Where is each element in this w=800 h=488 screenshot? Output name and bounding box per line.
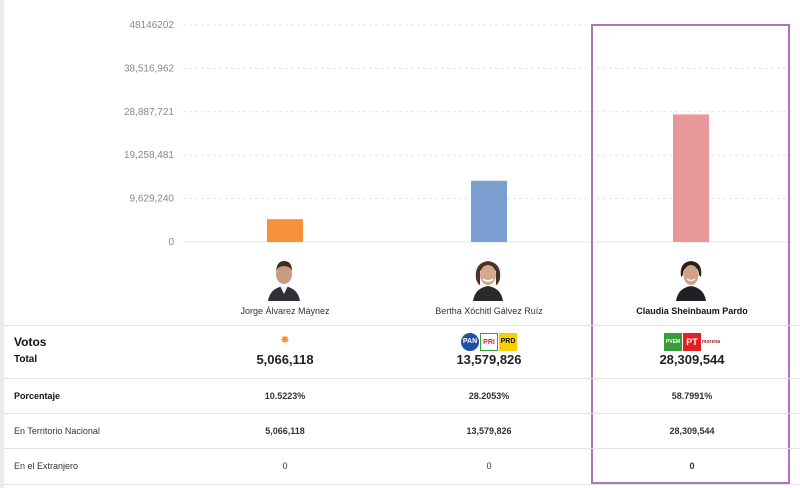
y-tick-label: 38,516,962	[124, 63, 174, 74]
territorio-0: 5,066,118	[265, 426, 305, 436]
territorio-label: En Territorio Nacional	[14, 426, 100, 436]
porcentaje-label: Porcentaje	[14, 391, 61, 401]
row-divider	[4, 484, 800, 485]
bar-1[interactable]	[471, 180, 507, 242]
porcentaje-1: 28.2053%	[468, 391, 510, 401]
party-logo-icon: PT	[683, 333, 701, 351]
total-votes-0: 5,066,118	[256, 352, 314, 367]
bar-0[interactable]	[267, 219, 303, 242]
porcentaje-2: 58.7991%	[671, 391, 713, 401]
territorio-1: 13,579,826	[466, 426, 512, 436]
y-tick-label: 9,629,240	[130, 194, 175, 205]
extranjero-0: 0	[282, 461, 288, 471]
chart-bars	[267, 114, 709, 242]
avatar	[264, 255, 304, 301]
row-divider	[4, 413, 800, 414]
candidate-name: Jorge Álvarez Máynez	[240, 306, 330, 316]
total-label: Total	[14, 354, 38, 365]
row-divider	[4, 448, 800, 449]
party-logo-icon: PVEM	[664, 333, 682, 351]
party-logo-icon: ✸	[276, 333, 294, 351]
avatar	[671, 255, 711, 301]
extranjero-1: 0	[486, 461, 492, 471]
votos-heading: Votos	[14, 335, 47, 349]
porcentaje-0: 10.5223%	[264, 391, 306, 401]
candidate-name: Claudia Sheinbaum Pardo	[636, 306, 748, 316]
row-divider	[4, 325, 800, 326]
territorio-2: 28,309,544	[669, 426, 715, 436]
party-logos-0: ✸	[185, 333, 385, 353]
party-logo-icon: PRD	[499, 333, 517, 351]
avatar	[468, 255, 508, 301]
vote-bar-chart: 0 9,629,240 19,258,481 28,887,721 38,516,962…	[124, 20, 792, 248]
extranjero-2: 0	[689, 461, 695, 471]
y-tick-label: 19,258,481	[124, 150, 174, 161]
candidate-name: Bertha Xóchitl Gálvez Ruíz	[435, 306, 543, 316]
extranjero-label: En el Extranjero	[14, 461, 79, 471]
left-edge-strip	[0, 0, 4, 488]
party-logos-2: PVEM PT morena	[592, 333, 792, 353]
party-logo-icon: morena	[702, 333, 720, 351]
y-axis-ticks: 0 9,629,240 19,258,481 28,887,721 38,516,962…	[124, 20, 175, 248]
party-logos-1: PAN PRI PRD	[389, 333, 589, 353]
bar-2[interactable]	[673, 114, 709, 242]
y-tick-label: 28,887,721	[124, 107, 174, 118]
total-votes-2: 28,309,544	[659, 352, 725, 367]
y-tick-label: 48146202	[130, 20, 175, 31]
party-logo-icon: PRI	[480, 333, 498, 351]
row-divider	[4, 378, 800, 379]
party-logo-icon: PAN	[461, 333, 479, 351]
y-tick-label: 0	[168, 237, 174, 248]
total-votes-1: 13,579,826	[456, 352, 522, 367]
